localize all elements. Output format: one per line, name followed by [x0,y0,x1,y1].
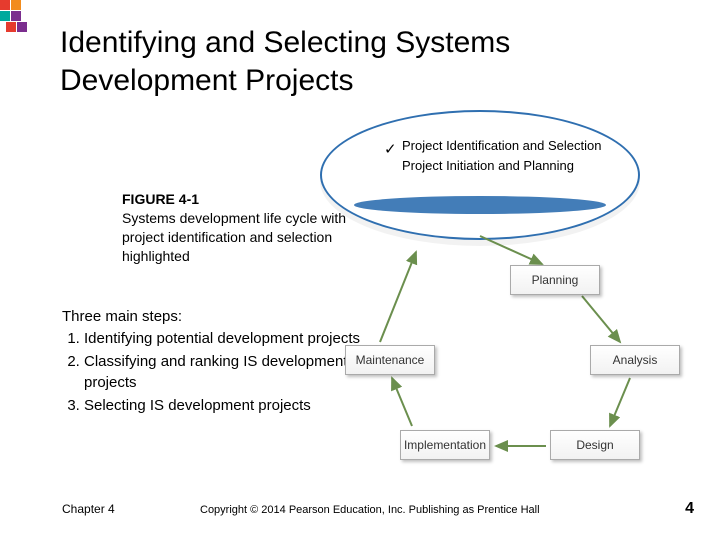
figure-caption-text: Systems development life cycle with proj… [122,210,346,264]
phase-box-design: Design [550,430,640,460]
page-title: Identifying and Selecting Systems Develo… [60,24,680,99]
copyright-text: Copyright © 2014 Pearson Education, Inc.… [200,504,540,516]
sdlc-diagram: ✓ Project Identification and Selection P… [320,110,710,460]
phase-box-maintenance: Maintenance [345,345,435,375]
cycle-arrow [610,378,630,426]
phase-box-planning: Planning [510,265,600,295]
figure-label: FIGURE 4-1 [122,191,199,207]
page-number: 4 [685,500,694,518]
phase-box-analysis: Analysis [590,345,680,375]
brand-logo [0,0,32,38]
chapter-label: Chapter 4 [62,502,115,516]
steps-heading: Three main steps: [62,308,182,325]
cycle-arrow [392,378,412,426]
cycle-arrow [582,296,620,342]
phase-box-implementation: Implementation [400,430,490,460]
cycle-arrow [480,236,542,264]
cycle-arrow [380,252,416,342]
